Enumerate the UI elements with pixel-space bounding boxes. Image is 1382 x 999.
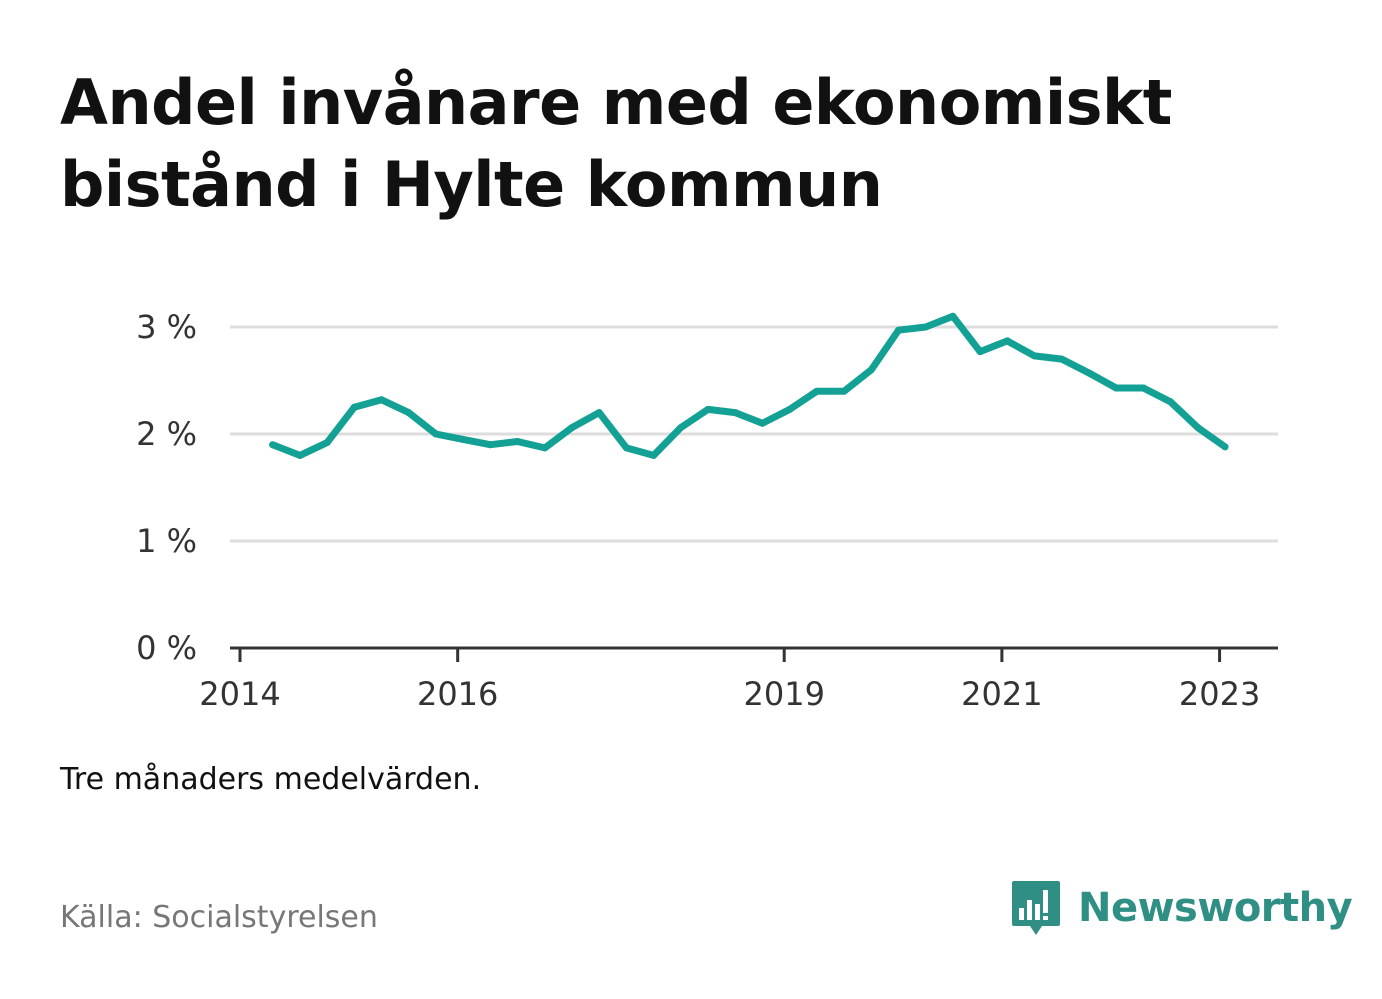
data-point <box>622 444 630 452</box>
data-point <box>405 409 413 417</box>
data-point <box>922 323 930 331</box>
data-point <box>514 437 522 445</box>
data-point <box>269 441 277 449</box>
y-axis-ticks: 0 % 1 % 2 % 3 % <box>136 308 197 667</box>
data-point <box>949 312 957 320</box>
data-point <box>323 439 331 447</box>
data-point <box>867 366 875 374</box>
x-tick-label: 2019 <box>743 675 824 713</box>
x-tick-label: 2021 <box>961 675 1042 713</box>
chart-note: Tre månaders medelvärden. <box>60 762 482 797</box>
data-point <box>758 419 766 427</box>
y-tick-label: 0 % <box>136 629 197 667</box>
x-axis-ticks: 2014 2016 2019 2021 2023 <box>199 648 1260 713</box>
data-point <box>1167 398 1175 406</box>
data-point <box>377 396 385 404</box>
series-layer <box>269 312 1229 459</box>
data-point <box>1058 355 1066 363</box>
data-point <box>1003 337 1011 345</box>
data-point <box>541 444 549 452</box>
data-point <box>813 387 821 395</box>
data-point <box>432 430 440 438</box>
data-point <box>595 409 603 417</box>
data-point <box>704 405 712 413</box>
data-point <box>840 387 848 395</box>
brand-name: Newsworthy <box>1078 885 1353 931</box>
y-tick-label: 1 % <box>136 522 197 560</box>
source-label: Källa: Socialstyrelsen <box>60 900 378 935</box>
x-tick-label: 2023 <box>1179 675 1260 713</box>
x-tick-label: 2016 <box>417 675 498 713</box>
data-point <box>650 451 658 459</box>
y-tick-label: 2 % <box>136 415 197 453</box>
gridlines <box>230 325 1278 650</box>
x-tick-label: 2014 <box>199 675 280 713</box>
data-point <box>731 409 739 417</box>
bar-chart-speech-bubble-icon <box>1012 881 1060 935</box>
data-point <box>568 424 576 432</box>
data-point <box>459 435 467 443</box>
data-point <box>976 348 984 356</box>
data-point <box>677 424 685 432</box>
data-point <box>786 405 794 413</box>
y-tick-label: 3 % <box>136 308 197 346</box>
brand-logo: Newsworthy <box>1010 878 1353 938</box>
data-point <box>894 326 902 334</box>
data-point <box>350 403 358 411</box>
data-point <box>486 441 494 449</box>
data-point <box>1085 369 1093 377</box>
series-line <box>269 312 1229 459</box>
data-point <box>296 451 304 459</box>
data-point <box>1031 352 1039 360</box>
data-point <box>1112 384 1120 392</box>
data-point <box>1139 384 1147 392</box>
data-point <box>1221 443 1229 451</box>
data-point <box>1194 424 1202 432</box>
chart-title: Andel invånare med ekonomiskt bistånd i … <box>60 66 1172 221</box>
